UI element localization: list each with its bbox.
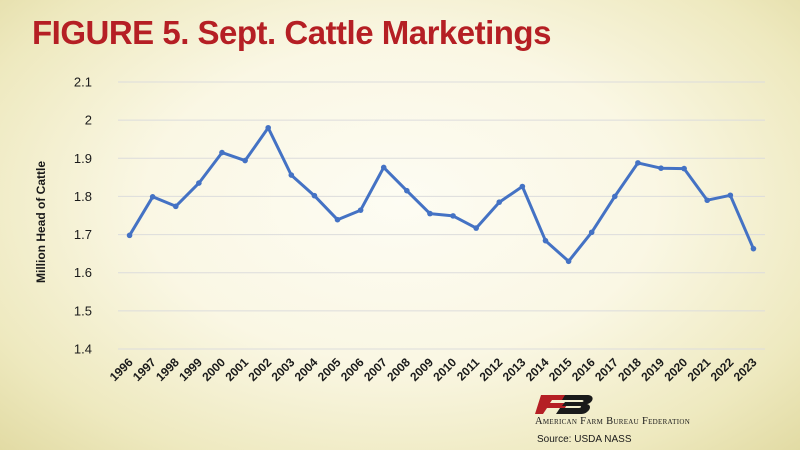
x-tick-label: 2021: [685, 355, 714, 384]
data-point: [565, 258, 572, 265]
data-point: [172, 203, 179, 210]
data-point: [242, 157, 248, 164]
data-point: [427, 210, 433, 217]
x-tick-label: 2014: [523, 355, 552, 384]
line-chart: 1.41.51.61.71.81.922.1 19961997199819992…: [34, 75, 765, 384]
data-point: [519, 183, 526, 190]
x-tick-label: 2006: [338, 355, 367, 384]
x-tick-label: 2008: [384, 355, 413, 384]
y-tick-label: 2: [85, 113, 92, 128]
data-point: [542, 237, 549, 244]
x-tick-label: 2001: [222, 355, 251, 384]
x-tick-label: 2011: [454, 355, 483, 384]
data-point: [588, 229, 595, 236]
x-tick-label: 2023: [731, 355, 760, 384]
y-tick-label: 1.5: [74, 303, 92, 318]
data-point: [750, 245, 757, 252]
x-tick-label: 2018: [615, 355, 644, 384]
y-tick-label: 1.6: [74, 265, 92, 280]
x-tick-label: 2015: [546, 355, 575, 384]
x-tick-label: 2013: [500, 355, 529, 384]
x-tick-label: 2019: [638, 355, 667, 384]
farm-bureau-logo: [535, 395, 593, 414]
data-point: [727, 192, 734, 199]
x-tick-label: 2007: [361, 355, 390, 384]
data-point: [473, 225, 479, 231]
y-tick-label: 1.4: [74, 342, 92, 357]
data-point: [149, 194, 156, 200]
chart-title: FIGURE 5. Sept. Cattle Marketings: [32, 14, 551, 51]
data-point: [380, 164, 387, 171]
y-tick-label: 1.7: [74, 227, 92, 242]
x-tick-label: 2005: [315, 355, 344, 384]
x-tick-label: 2020: [661, 355, 690, 384]
data-point: [612, 193, 618, 200]
y-tick-label: 1.8: [74, 189, 92, 204]
data-point: [196, 180, 202, 186]
data-point: [404, 187, 410, 194]
x-tick-label: 2000: [199, 355, 228, 384]
x-tick-label: 1999: [176, 355, 205, 384]
data-point: [357, 207, 364, 213]
x-tick-label: 2022: [708, 355, 737, 384]
data-point: [219, 149, 225, 156]
source-note: Source: USDA NASS: [537, 434, 632, 445]
data-point: [288, 172, 295, 178]
x-tick-label: 1998: [153, 355, 182, 384]
fb-logo-icon: [535, 395, 593, 414]
x-tick-label: 2003: [269, 355, 298, 384]
x-tick-label: 1997: [130, 355, 159, 384]
x-tick-label: 2002: [246, 355, 275, 384]
data-point: [311, 192, 318, 199]
series-line: [128, 126, 755, 263]
x-axis-ticks: 1996199719981999200020012002200320042005…: [107, 355, 760, 384]
data-point: [658, 165, 664, 172]
data-point: [681, 165, 687, 172]
y-tick-label: 1.9: [74, 151, 92, 166]
x-tick-label: 2004: [292, 355, 321, 384]
organization-name: American Farm Bureau Federation: [535, 416, 691, 427]
data-points: [126, 124, 757, 265]
data-point: [496, 199, 503, 205]
series-line-layer: [128, 126, 755, 263]
y-axis-label: Million Head of Cattle: [34, 161, 48, 283]
data-point: [334, 216, 341, 223]
x-tick-label: 2009: [407, 355, 436, 384]
y-tick-label: 2.1: [74, 75, 92, 90]
y-axis-ticks: 1.4 1.5 1.6 1.7 1.8 1.9 2 2.1: [74, 75, 92, 357]
x-tick-label: 1996: [107, 355, 136, 384]
data-point: [265, 124, 271, 131]
x-tick-label: 2017: [592, 355, 621, 384]
data-point: [450, 213, 456, 219]
x-tick-label: 2010: [430, 355, 459, 384]
x-tick-label: 2016: [569, 355, 598, 384]
data-point: [635, 160, 641, 166]
data-point: [704, 197, 711, 204]
gridlines: [118, 81, 765, 350]
data-point: [126, 232, 133, 239]
x-tick-label: 2012: [477, 355, 506, 384]
